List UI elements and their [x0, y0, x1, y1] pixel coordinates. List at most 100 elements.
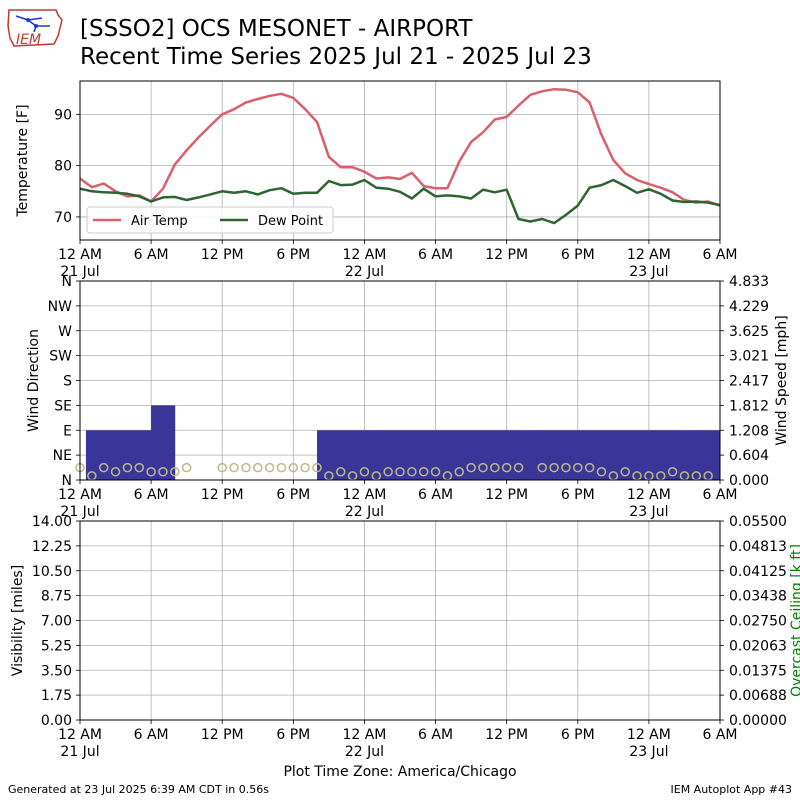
y-axis-label: Temperature [F]	[15, 104, 31, 217]
wind-direction-bar	[589, 430, 596, 480]
x-tick-label: 6 AM	[418, 487, 453, 503]
station-dot-icon	[26, 18, 30, 22]
wind-direction-bar	[346, 430, 353, 480]
wind-direction-bar	[334, 430, 342, 480]
wind-direction-bar	[613, 430, 620, 480]
wind-direction-bar	[85, 430, 93, 480]
x-tick-label: 6 AM	[134, 247, 169, 263]
wind-direction-bar	[157, 405, 164, 480]
wind-direction-bar	[364, 430, 371, 480]
wind-speed-marker	[229, 462, 239, 473]
wind-direction-bar	[506, 430, 513, 480]
wind-speed-marker	[170, 467, 180, 477]
x-tick-label: 12 AM	[58, 487, 102, 503]
wind-direction-bar	[388, 430, 395, 480]
x-tick-label: 12 AM	[58, 727, 102, 743]
wind-direction-bar	[482, 430, 490, 480]
wind-speed-marker	[241, 462, 251, 473]
wind-direction-bar	[571, 430, 579, 480]
wind-direction-bar	[684, 430, 691, 480]
x-date-label: 22 Jul	[345, 504, 384, 520]
y-tick-label: 90	[54, 107, 72, 123]
wind-direction-bar	[405, 430, 413, 480]
x-tick-label: 12 PM	[201, 487, 244, 503]
axes-frame	[79, 520, 721, 721]
wind-direction-bar	[648, 430, 656, 480]
wind-direction-bar	[678, 430, 685, 480]
x-tick-label: 6 PM	[276, 727, 310, 743]
wind-direction-bar	[376, 430, 383, 480]
direction-tick-label: SE	[54, 398, 72, 414]
wind-speed-marker	[276, 462, 287, 473]
y2-axis-label: Overcast Ceiling [k ft]	[789, 544, 800, 697]
wind-direction-bar	[577, 430, 585, 480]
speed-tick-label: 4.833	[729, 274, 769, 290]
wind-direction-bar	[423, 430, 431, 480]
x-tick-label: 6 PM	[561, 727, 595, 743]
wind-direction-bar	[145, 430, 152, 480]
wind-speed-marker	[549, 462, 559, 473]
legend-box	[86, 206, 334, 234]
wind-direction-bar	[133, 430, 140, 480]
wind-direction-bar	[459, 430, 466, 480]
speed-tick-label: 1.812	[729, 398, 769, 414]
legend-label-dew-point: Dew Point	[258, 214, 323, 229]
ceiling-tick-label: 0.02750	[729, 614, 787, 630]
wind-direction-bar	[530, 430, 537, 480]
wind-direction-bar	[548, 430, 555, 480]
wind-speed-marker	[501, 462, 512, 473]
wind-speed-marker	[620, 467, 630, 477]
x-date-label: 23 Jul	[629, 264, 668, 280]
wind-speed-marker	[264, 462, 275, 473]
wind-direction-bar	[565, 430, 573, 480]
wind-direction-bar	[488, 430, 496, 480]
y2-axis-label: Wind Speed [mph]	[774, 315, 790, 445]
speed-tick-label: 2.417	[729, 374, 769, 390]
wind-direction-bar	[317, 430, 324, 480]
wind-direction-bar	[642, 430, 650, 480]
x-tick-label: 12 AM	[627, 487, 671, 503]
speed-tick-label: 4.229	[729, 299, 769, 315]
wind-direction-bar	[151, 405, 158, 480]
x-tick-label: 12 PM	[201, 727, 244, 743]
wind-speed-marker	[98, 462, 109, 473]
y-tick-label: 70	[54, 210, 72, 226]
direction-tick-label: N	[62, 473, 72, 489]
wind-direction-bar	[696, 430, 703, 480]
wind-direction-bar	[91, 430, 99, 480]
direction-tick-label: N	[62, 274, 72, 290]
wind-speed-marker	[513, 462, 524, 473]
wind-direction-bar	[370, 430, 377, 480]
wind-direction-bar	[429, 430, 436, 480]
x-tick-label: 12 PM	[201, 247, 244, 263]
wind-direction-bar	[168, 405, 176, 480]
wind-speed-marker	[359, 467, 370, 477]
x-tick-label: 12 AM	[342, 727, 386, 743]
wind-direction-bar	[97, 430, 105, 480]
wind-direction-bar	[453, 430, 460, 480]
wind-direction-bar	[417, 430, 425, 480]
x-tick-label: 6 AM	[134, 487, 169, 503]
wind-speed-marker	[561, 462, 571, 473]
wind-direction-bar	[115, 430, 122, 480]
wind-speed-marker	[181, 462, 192, 473]
wind-speed-marker	[146, 467, 156, 477]
wind-direction-bar	[607, 430, 614, 480]
wind-direction-bar	[619, 430, 626, 480]
generated-note: Generated at 23 Jul 2025 6:39 AM CDT in …	[8, 783, 269, 796]
x-tick-label: 6 PM	[276, 247, 310, 263]
wind-direction-bar	[524, 430, 531, 480]
wind-direction-bar	[660, 430, 668, 480]
visibility-tick-label: 1.75	[41, 688, 72, 704]
direction-tick-label: NW	[48, 299, 72, 315]
app-label: IEM Autoplot App #43	[670, 783, 793, 796]
wind-direction-bar	[411, 430, 419, 480]
wind-direction-bar	[139, 430, 146, 480]
wind-speed-marker	[418, 467, 429, 477]
ceiling-tick-label: 0.05500	[729, 514, 787, 530]
visibility-tick-label: 7.00	[41, 614, 72, 630]
wind-direction-bar	[518, 430, 525, 480]
wind-direction-bar	[400, 430, 407, 480]
wind-direction-bar	[631, 430, 638, 480]
legend-label-air-temp: Air Temp	[131, 214, 188, 229]
